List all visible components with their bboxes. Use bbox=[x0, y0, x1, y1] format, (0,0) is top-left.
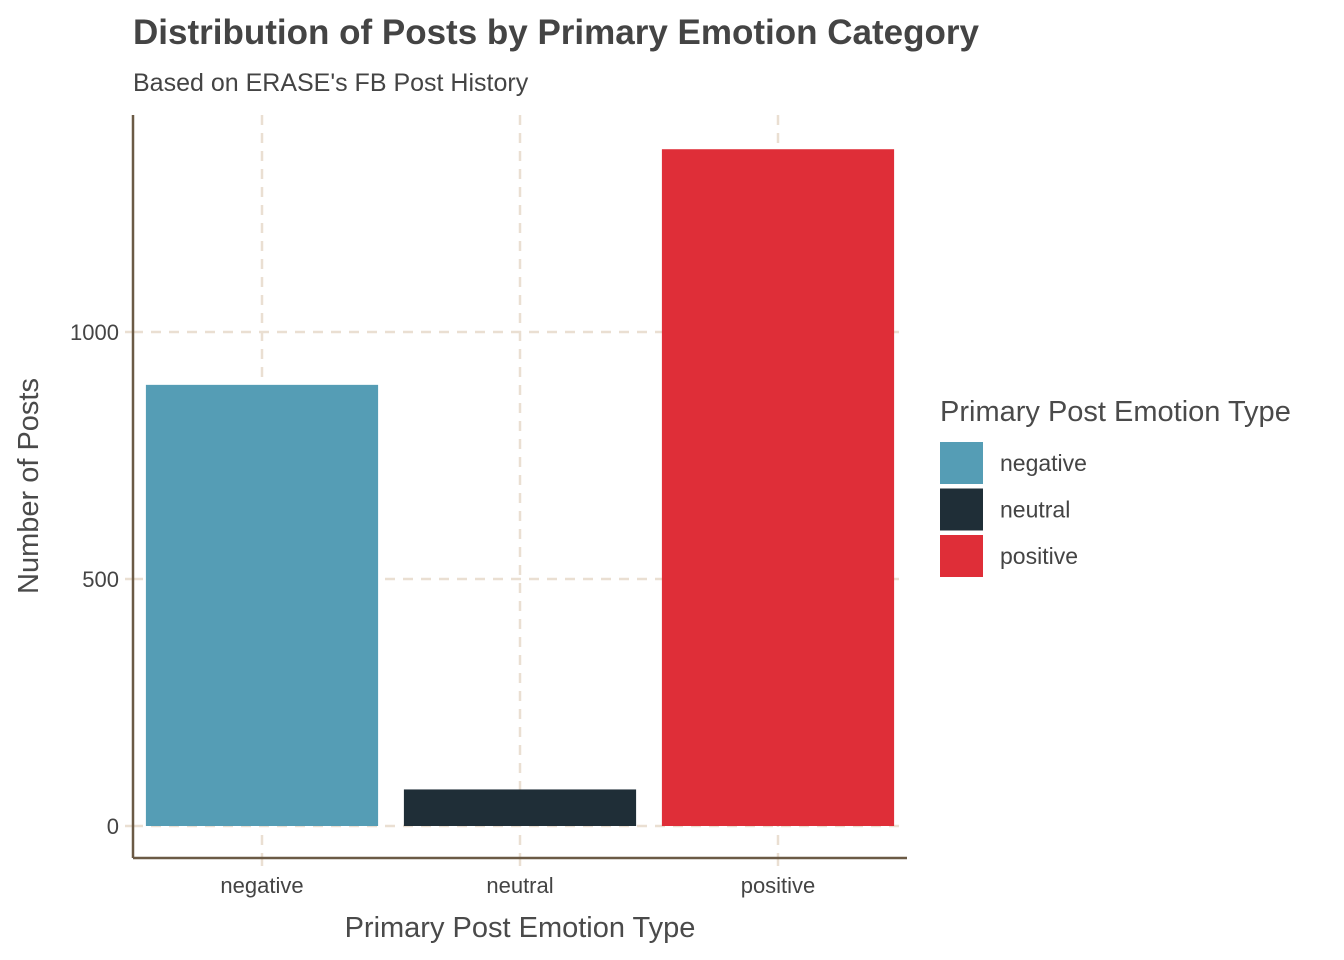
chart-title: Distribution of Posts by Primary Emotion… bbox=[133, 13, 979, 52]
y-tick-label: 0 bbox=[107, 814, 119, 839]
tick-labels: 0 500 1000 negative neutral positive bbox=[70, 320, 815, 898]
legend-label-neutral: neutral bbox=[1000, 497, 1070, 523]
y-axis-title: Number of Posts bbox=[13, 378, 45, 594]
bars bbox=[145, 149, 895, 827]
y-tick-label: 1000 bbox=[70, 320, 119, 345]
bar-neutral bbox=[403, 789, 637, 826]
x-tick-label: positive bbox=[741, 873, 816, 898]
bar-negative bbox=[145, 384, 379, 826]
axes bbox=[125, 115, 907, 866]
legend-swatch-neutral bbox=[940, 488, 983, 531]
legend-label-negative: negative bbox=[1000, 450, 1087, 476]
legend-swatch-negative bbox=[940, 442, 983, 484]
legend-label-positive: positive bbox=[1000, 543, 1078, 569]
x-tick-label: neutral bbox=[486, 873, 553, 898]
legend-swatch-positive bbox=[940, 535, 983, 577]
legend-title: Primary Post Emotion Type bbox=[940, 396, 1291, 428]
legend-items: negative neutral positive bbox=[940, 442, 1087, 577]
x-axis-title: Primary Post Emotion Type bbox=[345, 912, 696, 944]
x-tick-label: negative bbox=[220, 873, 303, 898]
y-tick-label: 500 bbox=[82, 567, 119, 592]
chart-subtitle: Based on ERASE's FB Post History bbox=[133, 69, 529, 97]
legend: Primary Post Emotion Type negative neutra… bbox=[940, 396, 1291, 577]
bar-positive bbox=[661, 149, 895, 827]
